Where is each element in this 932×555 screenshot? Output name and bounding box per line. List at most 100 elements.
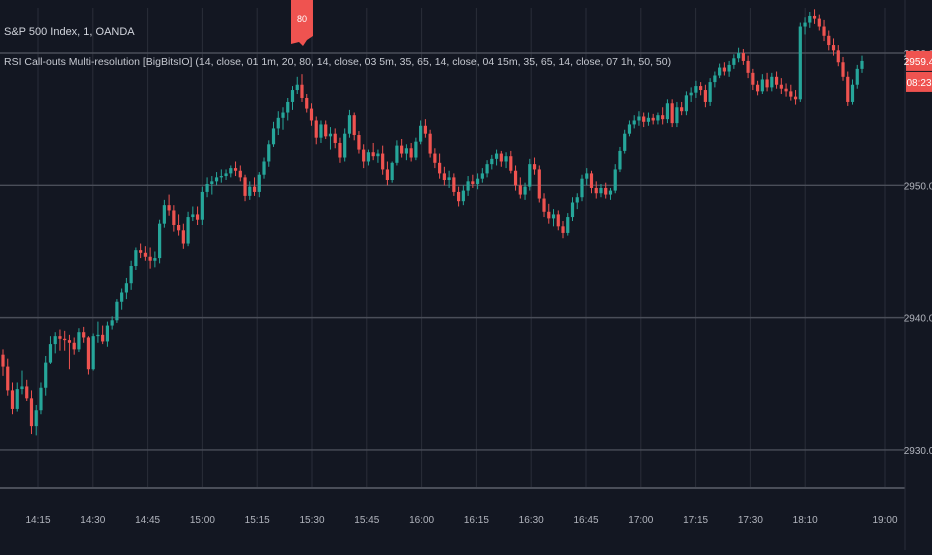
candle	[646, 112, 651, 126]
candle-body	[438, 162, 442, 174]
candle-body	[822, 26, 826, 36]
candle-body	[670, 103, 674, 124]
candle	[333, 128, 337, 149]
candle-body	[561, 226, 565, 233]
candle	[423, 119, 427, 138]
candle	[433, 148, 437, 169]
candle-body	[205, 183, 209, 192]
candle	[195, 206, 200, 226]
candle-body	[680, 107, 684, 112]
candles	[1, 9, 864, 436]
candle-body	[267, 144, 271, 162]
candle-body	[812, 15, 817, 19]
candle	[290, 86, 295, 110]
rsi-callout: 80	[290, 0, 313, 46]
candle-body	[471, 181, 475, 184]
candle-body	[120, 292, 124, 302]
candle	[513, 165, 518, 191]
candle-body	[594, 187, 598, 194]
candle	[537, 165, 541, 203]
candle	[143, 246, 147, 261]
candle	[1, 349, 5, 376]
candle	[214, 172, 219, 186]
candle	[675, 101, 679, 128]
candle	[812, 9, 817, 24]
candle	[233, 161, 238, 177]
candle	[694, 80, 698, 98]
candle-body	[10, 390, 15, 409]
candle	[779, 78, 783, 95]
candle	[651, 113, 655, 125]
candle	[718, 63, 722, 79]
candle-body	[395, 145, 399, 163]
candle	[295, 76, 299, 95]
candle	[63, 330, 67, 351]
candle-body	[765, 79, 769, 88]
candle-body	[77, 332, 81, 350]
indicator-title[interactable]: RSI Call-outs Multi-resolution [BigBitsI…	[4, 56, 672, 68]
candle	[281, 107, 285, 130]
candle	[817, 14, 821, 31]
candle	[44, 356, 48, 396]
candle	[338, 137, 342, 163]
candle-body	[252, 186, 257, 192]
candle	[480, 168, 484, 183]
candle	[101, 325, 105, 345]
candle	[248, 181, 252, 200]
candle-body	[6, 366, 10, 391]
candle	[594, 181, 598, 199]
candle-body	[528, 164, 532, 187]
candle	[224, 169, 228, 181]
candle-body	[850, 84, 855, 102]
candle	[419, 120, 423, 145]
candle	[528, 158, 532, 191]
x-tick-label: 16:45	[573, 515, 598, 526]
candle	[551, 209, 556, 227]
candle	[86, 336, 91, 375]
candle-body	[229, 168, 233, 174]
candle	[267, 140, 271, 167]
candle	[575, 193, 579, 210]
candle-body	[513, 170, 518, 186]
candle-body	[148, 256, 152, 261]
candle-body	[537, 169, 541, 199]
candle	[860, 55, 864, 73]
candle	[243, 174, 247, 202]
candle	[855, 64, 859, 89]
candle-body	[779, 84, 783, 89]
candle	[755, 80, 760, 96]
candle-body	[494, 153, 499, 159]
candle-body	[855, 68, 859, 85]
candle	[252, 177, 257, 196]
candle	[457, 186, 461, 207]
candle	[129, 260, 133, 290]
candle-body	[713, 75, 717, 83]
candle-body	[699, 86, 703, 91]
candle-body	[817, 18, 821, 27]
x-tick-label: 16:00	[409, 515, 434, 526]
candle-body	[665, 103, 670, 120]
candle	[831, 38, 836, 56]
candle-body	[789, 91, 793, 97]
candle-body	[139, 250, 143, 253]
candle-body	[547, 211, 551, 219]
candle-body	[485, 164, 489, 174]
candle	[10, 382, 15, 415]
candle	[53, 332, 57, 354]
x-tick-label: 14:45	[135, 515, 160, 526]
candle-body	[210, 181, 214, 184]
candle	[139, 243, 143, 259]
candle-body	[613, 169, 617, 191]
symbol-title: S&P 500 Index, 1, OANDA	[4, 26, 135, 38]
candle	[162, 199, 166, 228]
candle	[509, 150, 513, 174]
candle	[238, 165, 242, 182]
candle-body	[20, 386, 24, 390]
candle-body	[632, 120, 636, 125]
candle-body	[774, 76, 779, 85]
candle-body	[324, 124, 328, 137]
candle-body	[737, 52, 741, 59]
candle-body	[566, 217, 570, 233]
